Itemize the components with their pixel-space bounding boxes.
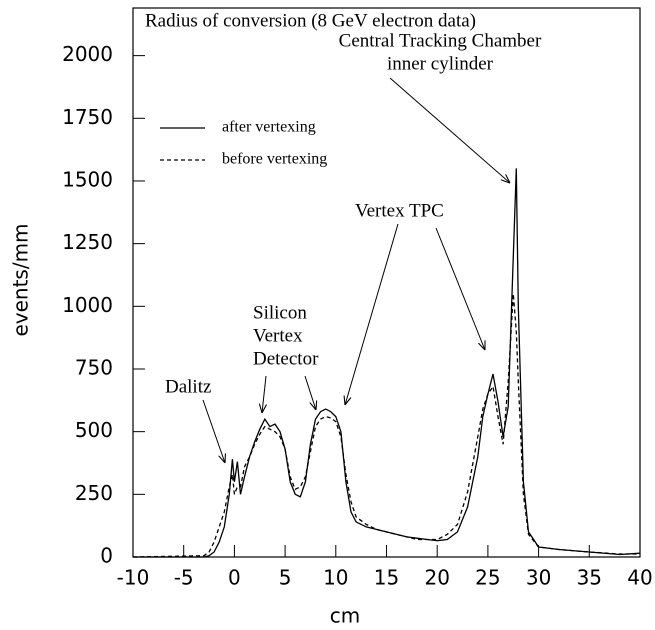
annotation: Vertex <box>253 325 303 346</box>
x-tick-label: 0 <box>228 566 241 590</box>
annotation-arrow <box>304 375 316 410</box>
annotation: Dalitz <box>165 376 211 397</box>
y-tick-label: 2000 <box>62 42 113 66</box>
x-tick-label: 25 <box>475 566 500 590</box>
y-tick-label: 1500 <box>62 167 113 191</box>
y-tick-label: 500 <box>75 418 113 442</box>
x-tick-label: 35 <box>577 566 602 590</box>
legend-label: after vertexing <box>222 119 316 136</box>
annotation: Silicon <box>253 302 307 323</box>
x-tick-label: 20 <box>424 566 449 590</box>
series-line <box>133 168 641 558</box>
annotation: Vertex TPC <box>355 200 444 221</box>
series-line <box>132 293 640 558</box>
x-tick-label: -5 <box>174 566 194 590</box>
y-tick-label: 0 <box>100 544 113 568</box>
legend-label: before vertexing <box>222 151 327 168</box>
x-tick-label: -10 <box>117 566 150 590</box>
annotation-arrow <box>389 77 510 183</box>
x-tick-label: 40 <box>627 566 652 590</box>
y-tick-label: 250 <box>75 481 113 505</box>
x-axis-label: cm <box>330 604 360 628</box>
x-tick-label: 15 <box>374 566 399 590</box>
y-tick-label: 1000 <box>62 293 113 317</box>
x-tick-label: 30 <box>526 566 551 590</box>
x-tick-label: 5 <box>279 566 292 590</box>
y-tick-label: 1250 <box>62 230 113 254</box>
annotation: Detector <box>253 348 319 369</box>
y-axis-label: events/mm <box>9 223 33 336</box>
x-tick-label: 10 <box>323 566 348 590</box>
annotation-arrow <box>202 399 225 463</box>
annotation-arrow <box>262 375 266 413</box>
y-tick-label: 1750 <box>62 105 113 129</box>
annotation: Central Tracking Chamber <box>339 30 542 51</box>
annotation: inner cylinder <box>387 53 494 74</box>
annotation-arrow <box>345 223 399 405</box>
chart-title: Radius of conversion (8 GeV electron dat… <box>145 10 476 31</box>
annotation-arrow <box>435 227 485 350</box>
y-tick-label: 750 <box>75 355 113 379</box>
plot-frame <box>132 7 641 558</box>
